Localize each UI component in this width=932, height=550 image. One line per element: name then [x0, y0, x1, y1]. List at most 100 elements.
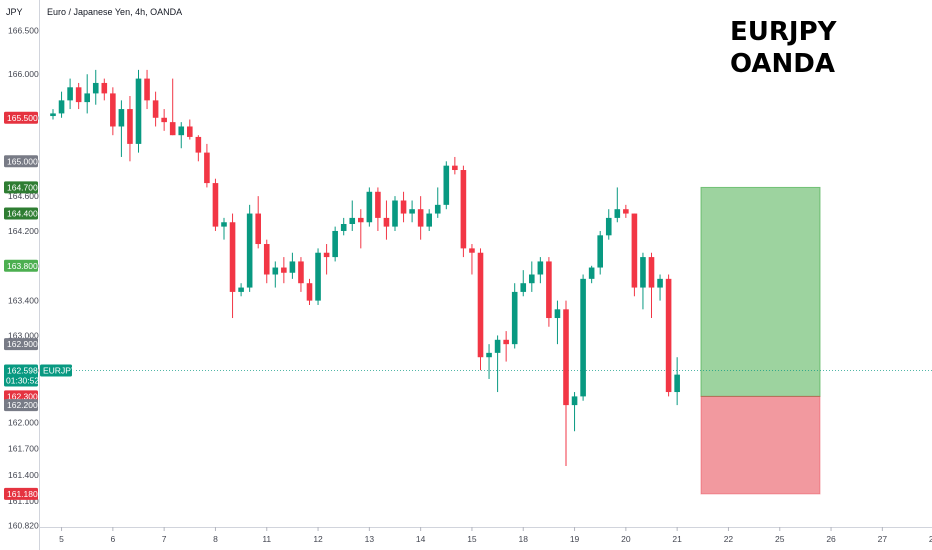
x-tick-label: 28	[929, 534, 932, 544]
x-tick-label: 12	[313, 534, 323, 544]
x-tick-label: 27	[878, 534, 888, 544]
candle-body	[674, 374, 680, 393]
x-tick-label: 14	[416, 534, 426, 544]
price-tag-label: 162.300	[7, 391, 38, 401]
candle-body	[332, 230, 338, 258]
candle-body	[623, 209, 629, 214]
candle-body	[135, 78, 142, 144]
currency-label: JPY	[6, 7, 23, 17]
overlay-title-line1: EURJPY	[730, 17, 838, 47]
candle-body	[118, 109, 125, 127]
candle-body	[298, 261, 304, 284]
candle-body	[246, 213, 253, 288]
y-tick-label: 161.700	[8, 444, 39, 454]
y-tick-label: 164.200	[8, 226, 39, 236]
candle-body	[588, 267, 595, 279]
candle-body	[434, 204, 441, 214]
candle-body	[238, 287, 244, 292]
candle-body	[392, 200, 398, 227]
candle-body	[417, 209, 424, 227]
candle-body	[263, 244, 270, 275]
candle-body	[144, 78, 150, 101]
candle-body	[101, 82, 108, 94]
symbol-flag	[40, 364, 72, 377]
candle-body	[614, 209, 621, 218]
candle-body	[110, 93, 116, 127]
candle-body	[161, 117, 167, 123]
candle-body	[580, 278, 586, 397]
price-tag	[4, 338, 38, 351]
price-tag-label: 162.900	[7, 339, 38, 349]
x-tick-label: 13	[365, 534, 375, 544]
y-tick-label: 166.500	[8, 26, 39, 36]
candle-body	[460, 170, 467, 249]
candle-body	[323, 252, 330, 258]
candle-body	[648, 257, 655, 288]
candle-body	[529, 274, 535, 284]
x-tick-label: 20	[621, 534, 631, 544]
candle-body	[306, 283, 313, 301]
x-tick-label: 25	[775, 534, 785, 544]
candle-body	[195, 136, 202, 153]
x-tick-label: 11	[262, 534, 271, 544]
price-tag-label: 165.000	[7, 156, 38, 166]
candle-body	[537, 261, 544, 275]
candle-body	[571, 396, 578, 406]
candle-body	[349, 217, 356, 224]
price-tag	[4, 181, 38, 194]
candle-body	[315, 252, 321, 301]
y-tick-label: 164.600	[8, 191, 39, 201]
y-tick-label: 160.820	[8, 520, 39, 530]
x-tick-label: 26	[826, 534, 836, 544]
candle-body	[452, 165, 458, 171]
y-tick-label: 166.000	[8, 69, 39, 79]
price-tag-label: 164.400	[7, 209, 38, 219]
candle-body	[289, 261, 296, 273]
candle-body	[67, 87, 73, 101]
candle-body	[640, 257, 646, 288]
y-tick-label: 161.400	[8, 470, 39, 480]
candle-body	[400, 200, 407, 214]
candle-body	[375, 191, 381, 218]
price-tag	[4, 111, 38, 124]
position-zones[interactable]	[700, 186, 821, 495]
current-price-countdown: 01:30:52	[6, 375, 39, 385]
y-tick-label: 163.000	[8, 330, 39, 340]
y-tick-label: 161.100	[8, 496, 39, 506]
candle-body	[494, 339, 501, 353]
candle-body	[366, 191, 373, 223]
candle-body	[169, 122, 176, 136]
candle-body	[554, 309, 561, 319]
price-tag	[4, 207, 38, 220]
price-tag-label: 162.200	[7, 400, 38, 410]
candle-body	[409, 209, 415, 214]
x-tick-label: 7	[162, 534, 167, 544]
y-tick-label: 162.000	[8, 418, 39, 428]
candle-body	[204, 152, 210, 184]
candle-body	[546, 261, 552, 319]
instrument-title: Euro / Japanese Yen, 4h, OANDA	[47, 7, 182, 17]
profit-target-zone	[700, 186, 821, 397]
price-tag-label: 164.700	[7, 182, 38, 192]
candle-body	[486, 352, 492, 358]
price-tag-label: 163.800	[7, 261, 38, 271]
candle-body	[631, 213, 638, 288]
current-price-tag	[4, 364, 38, 387]
x-tick-label: 22	[724, 534, 734, 544]
candlestick-series	[50, 69, 680, 467]
candle-body	[340, 224, 347, 231]
symbol-flag-label: EURJPY	[43, 365, 77, 375]
x-tick-label: 19	[570, 534, 580, 544]
candle-body	[665, 278, 672, 393]
candle-body	[255, 213, 261, 245]
x-tick-label: 6	[110, 534, 115, 544]
candle-body	[50, 113, 56, 117]
candle-body	[281, 267, 287, 273]
x-tick-label: 21	[672, 534, 682, 544]
candle-body	[657, 278, 663, 288]
candle-body	[469, 248, 475, 253]
candle-body	[152, 100, 159, 118]
candle-body	[503, 339, 509, 345]
y-tick-label: 163.400	[8, 296, 39, 306]
